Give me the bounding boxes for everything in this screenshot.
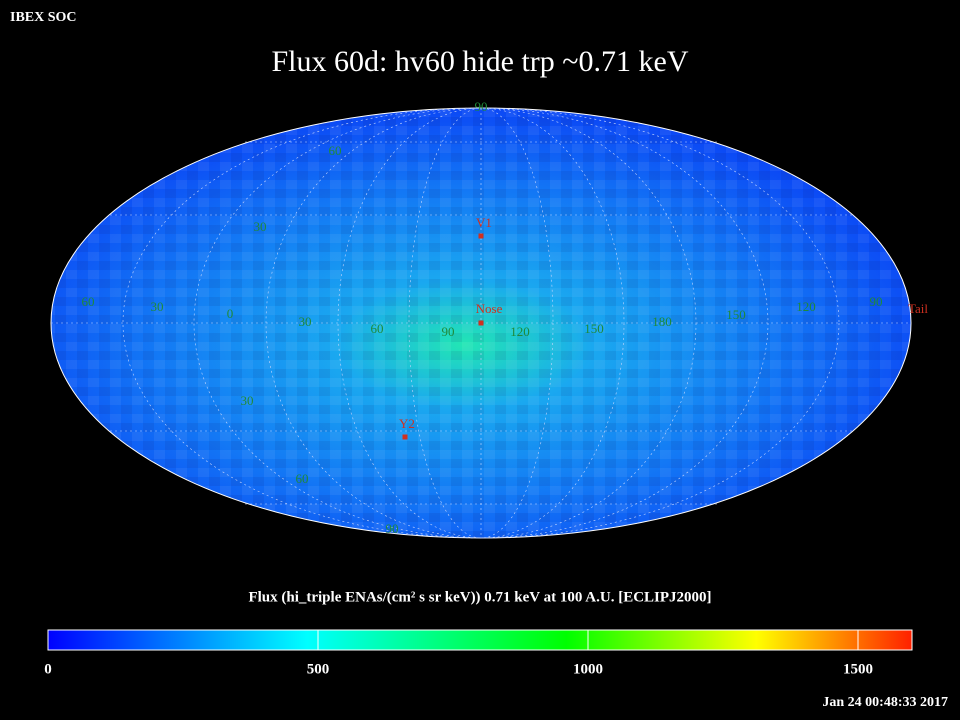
colorbar-tick-label: 1500 (843, 661, 873, 677)
marker-dot (478, 233, 484, 239)
colorbar-title: Flux (hi_triple ENAs/(cm² s sr keV)) 0.7… (248, 589, 711, 605)
grid-label: 60 (296, 471, 309, 486)
header-label: IBEX SOC (10, 10, 77, 25)
title: Flux 60d: hv60 hide trp ~0.71 keV (271, 45, 688, 78)
colorbar-tick-label: 1000 (573, 661, 603, 677)
grid-label: 180 (652, 314, 672, 329)
grid-label: 150 (726, 307, 746, 322)
colorbar-tick-label: 0 (44, 661, 52, 677)
grid-label: 90 (870, 294, 883, 309)
grid-label: 0 (227, 306, 234, 321)
grid-label: 90 (442, 324, 455, 339)
marker-dot (478, 320, 484, 326)
marker-label: Tail (908, 301, 928, 316)
colorbar (47, 629, 913, 651)
grid-label: 90 (475, 99, 488, 114)
marker-dot (402, 434, 408, 440)
grid-label: 30 (241, 393, 254, 408)
marker-label: Y2 (399, 416, 415, 431)
grid-label: 60 (371, 321, 384, 336)
grid-label: 60 (82, 294, 95, 309)
grid-label: 60 (329, 143, 342, 158)
colorbar-tick-label: 500 (307, 661, 330, 677)
grid-label: 90 (386, 521, 399, 536)
grid-label: 30 (254, 219, 267, 234)
timestamp: Jan 24 00:48:33 2017 (822, 695, 948, 710)
grid-label: 30 (299, 314, 312, 329)
grid-label: 120 (796, 299, 816, 314)
marker-label: Nose (476, 301, 503, 316)
grid-label: 150 (584, 321, 604, 336)
marker-label: V1 (476, 215, 492, 230)
grid-label: 120 (510, 324, 530, 339)
sky-map: 90 60 30 60 30 0 30 60 90 120 150 180 150 120 90 30 60 90… (50, 99, 928, 539)
grid-label: 30 (151, 299, 164, 314)
